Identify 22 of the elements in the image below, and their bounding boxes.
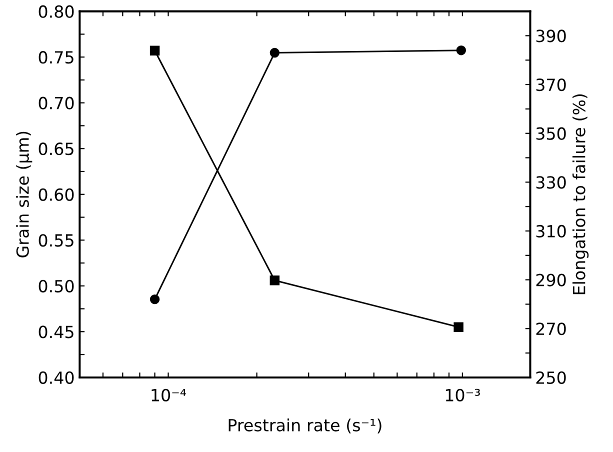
y2-tick-label: 250 (536, 371, 566, 384)
y-tick-label: 0.55 (38, 234, 74, 247)
y2-tick-label: 330 (536, 176, 566, 189)
x-tick-label: 10⁻³ (446, 388, 480, 402)
y-tick-label: 0.40 (38, 371, 74, 384)
y2-axis-title: Elongation to failure (%) (572, 94, 589, 294)
y-tick-label: 0.80 (38, 5, 74, 18)
y-tick-label: 0.60 (38, 188, 74, 201)
y-tick-label: 0.75 (38, 51, 74, 64)
y2-tick-label: 350 (536, 127, 566, 140)
y2-tick-label: 310 (536, 224, 566, 238)
x-tick-label: 10⁻⁴ (152, 388, 186, 402)
x-axis-title: Prestrain rate (s⁻¹) (228, 418, 382, 434)
y2-tick-label: 390 (536, 30, 566, 42)
y-tick-label: 0.70 (38, 96, 74, 110)
y2-tick-label: 370 (536, 78, 566, 92)
y-tick-label: 0.65 (38, 142, 74, 156)
y2-tick-label: 290 (536, 274, 566, 286)
y2-tick-label: 270 (536, 322, 566, 336)
y-tick-label: 0.50 (38, 280, 74, 292)
y-axis-title: Grain size (µm) (16, 132, 32, 258)
y-tick-label: 0.45 (38, 326, 74, 338)
